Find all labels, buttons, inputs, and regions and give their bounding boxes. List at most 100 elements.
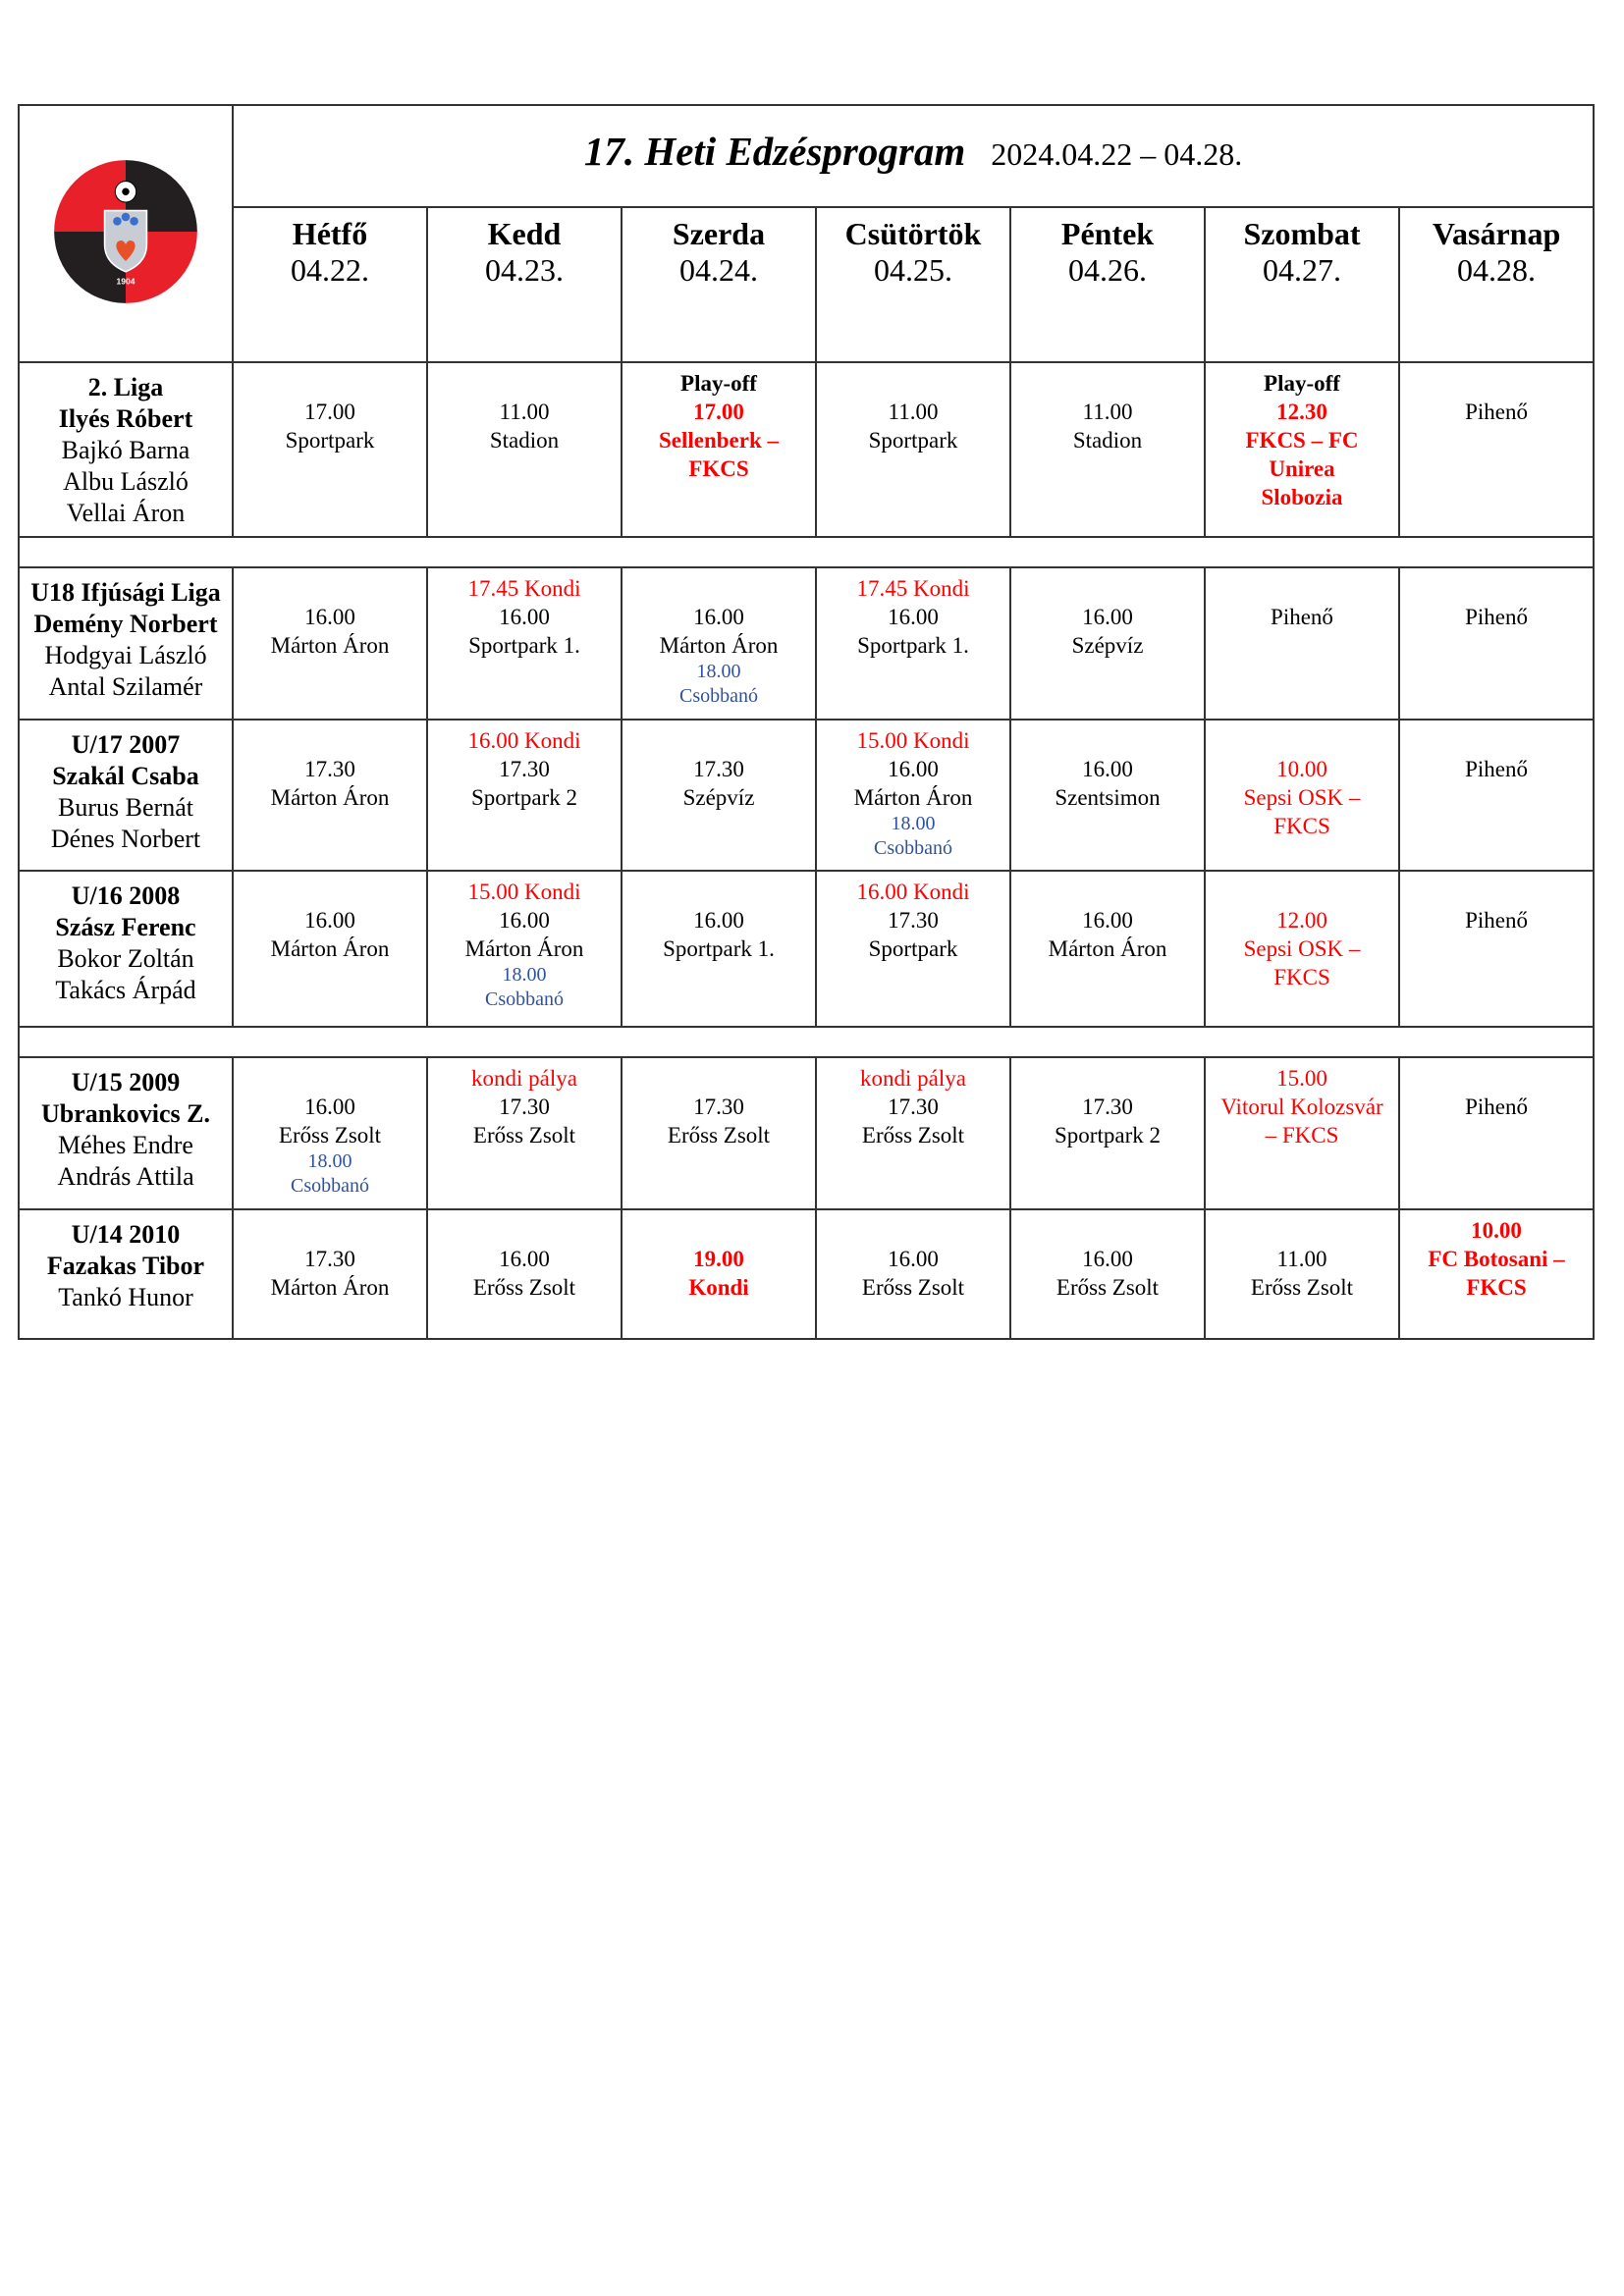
schedule-cell: 16.00 Márton Áron 18.00 Csobbanó <box>621 566 817 721</box>
day-date: 04.23. <box>485 252 564 288</box>
schedule-line: Pihenő <box>1465 605 1528 629</box>
schedule-line: Pihenő <box>1465 1095 1528 1119</box>
schedule-line: Erőss Zsolt <box>278 1123 382 1148</box>
schedule-line <box>1206 878 1398 906</box>
schedule-cell: kondi pálya 17.30 Erőss Zsolt <box>426 1056 623 1210</box>
training-schedule-table: 1904 17. Heti Edzésprogram 2024.04.22 – 0… <box>17 104 1596 1340</box>
coach-name: Antal Szilamér <box>48 672 203 701</box>
coach-name: Dénes Norbert <box>50 825 201 853</box>
team-row: U/14 2010 Fazakas Tibor Tankó Hunor 17.30 Má… <box>18 1208 1596 1340</box>
title-cell: 17. Heti Edzésprogram 2024.04.22 – 04.28. <box>231 104 1596 208</box>
schedule-line: kondi pálya <box>860 1066 966 1091</box>
schedule-cell: 17.30 Szépvíz <box>621 719 817 872</box>
schedule-line: 18.00 <box>307 1150 352 1172</box>
schedule-line: Sepsi OSK – <box>1243 785 1361 810</box>
team-row: U/15 2009 Ubrankovics Z. Méhes Endre András… <box>18 1056 1596 1210</box>
schedule-cell: 15.00 Vitorul Kolozsvár – FKCS <box>1204 1056 1400 1210</box>
schedule-line: FKCS <box>1273 965 1330 989</box>
schedule-line: 11.00 <box>888 400 939 424</box>
schedule-cell: Pihenő <box>1397 361 1596 538</box>
schedule-line: 17.45 Kondi <box>467 576 581 601</box>
schedule-cell: 11.00 Stadion <box>426 361 623 538</box>
schedule-line: 17.30 <box>888 1095 939 1119</box>
coach-name: Hodgyai László <box>44 641 207 669</box>
team-cell: U/15 2009 Ubrankovics Z. Méhes Endre András… <box>18 1056 234 1210</box>
schedule-cell: 16.00 Szentsimon <box>1009 719 1206 872</box>
schedule-line <box>1011 1216 1204 1245</box>
schedule-line: Pihenő <box>1465 908 1528 933</box>
schedule-line: 18.00 <box>891 813 936 834</box>
schedule-cell: 17.00 Sportpark <box>232 361 428 538</box>
schedule-line: 16.00 <box>304 605 355 629</box>
schedule-cell: 15.00 Kondi 16.00 Márton Áron 18.00 Csobbanó <box>426 870 623 1028</box>
schedule-line: Sportpark <box>285 428 375 453</box>
schedule-line: Márton Áron <box>270 1275 390 1300</box>
schedule-line: Sportpark 1. <box>857 633 969 658</box>
team-name: U/15 2009 <box>71 1068 181 1096</box>
svg-text:1904: 1904 <box>116 276 135 286</box>
schedule-line <box>1011 574 1204 603</box>
day-header: Szombat 04.27. <box>1204 206 1400 363</box>
schedule-line <box>623 1216 815 1245</box>
schedule-line <box>234 369 426 398</box>
schedule-cell: 17.30 Márton Áron <box>232 1208 428 1340</box>
schedule-line: Play-off <box>680 371 757 396</box>
schedule-line <box>1011 878 1204 906</box>
schedule-line: Márton Áron <box>270 785 390 810</box>
schedule-cell: 17.30 Sportpark 2 <box>1009 1056 1206 1210</box>
schedule-cell: 16.00 Sportpark 1. <box>621 870 817 1028</box>
schedule-line <box>1011 726 1204 755</box>
day-header: Péntek 04.26. <box>1009 206 1206 363</box>
team-name: U18 Ifjúsági Liga <box>30 578 221 607</box>
schedule-line: 16.00 Kondi <box>467 728 581 753</box>
schedule-line: 17.00 <box>693 400 744 424</box>
schedule-line: Erőss Zsolt <box>667 1123 771 1148</box>
schedule-cell: 11.00 Sportpark <box>815 361 1011 538</box>
divider-cell <box>17 1026 1596 1058</box>
schedule-line: Sellenberk – <box>658 428 780 453</box>
club-logo: 1904 <box>54 159 197 303</box>
schedule-line: Sportpark 2 <box>471 785 577 810</box>
schedule-line: 16.00 <box>888 757 939 781</box>
schedule-cell: 16.00 Erőss Zsolt <box>426 1208 623 1340</box>
schedule-cell: Pihenő <box>1397 566 1596 721</box>
schedule-line: FKCS <box>1273 814 1330 838</box>
schedule-line: Márton Áron <box>659 633 779 658</box>
schedule-line: 17.30 <box>693 1095 744 1119</box>
team-cell: U18 Ifjúsági Liga Demény Norbert Hodgyai L… <box>18 566 234 721</box>
coach-name: Szász Ferenc <box>55 913 196 941</box>
schedule-line: 19.00 <box>693 1247 744 1271</box>
schedule-line <box>428 369 621 398</box>
logo-cell: 1904 <box>18 104 234 363</box>
team-name: U/17 2007 <box>71 730 181 759</box>
schedule-line: Csobbanó <box>874 837 952 859</box>
day-name: Hétfő <box>292 216 368 251</box>
schedule-cell: Pihenő <box>1397 719 1596 872</box>
title-row: 1904 17. Heti Edzésprogram 2024.04.22 – 0… <box>18 104 1596 363</box>
schedule-line: 17.30 <box>1082 1095 1133 1119</box>
schedule-line: FKCS <box>688 456 749 481</box>
schedule-line: Erőss Zsolt <box>1056 1275 1160 1300</box>
team-name: 2. Liga <box>87 373 164 401</box>
schedule-line <box>1400 574 1593 603</box>
schedule-line: 16.00 <box>693 605 744 629</box>
schedule-line: – FKCS <box>1265 1123 1339 1148</box>
schedule-line <box>817 1216 1009 1245</box>
schedule-cell: 16.00 Márton Áron <box>232 566 428 721</box>
schedule-cell: 16.00 Erőss Zsolt <box>1009 1208 1206 1340</box>
schedule-line: Erőss Zsolt <box>861 1123 965 1148</box>
schedule-line: 16.00 <box>304 908 355 933</box>
schedule-line: Márton Áron <box>1048 936 1167 961</box>
schedule-line: Unirea <box>1269 456 1335 481</box>
team-row: U/16 2008 Szász Ferenc Bokor Zoltán Takács … <box>18 870 1596 1028</box>
schedule-line: 16.00 <box>888 1247 939 1271</box>
schedule-line <box>234 1064 426 1093</box>
day-date: 04.25. <box>874 252 952 288</box>
schedule-line <box>1400 369 1593 398</box>
schedule-line: 12.00 <box>1276 908 1327 933</box>
schedule-cell: 11.00 Stadion <box>1009 361 1206 538</box>
schedule-line: 17.30 <box>304 757 355 781</box>
coach-name: András Attila <box>57 1162 194 1191</box>
schedule-line: Szentsimon <box>1055 785 1161 810</box>
schedule-line: Sportpark 1. <box>468 633 580 658</box>
